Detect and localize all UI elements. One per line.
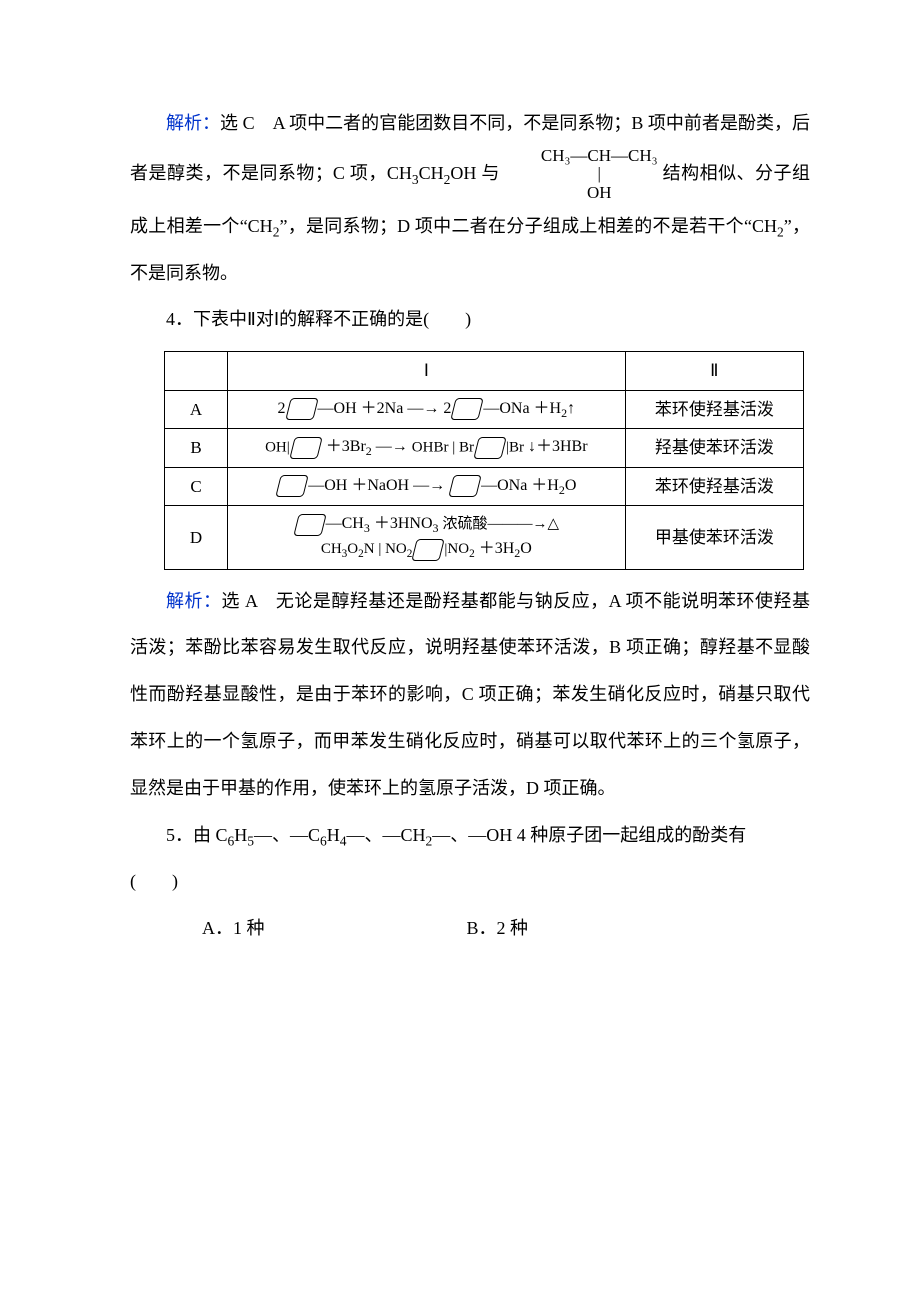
- q5-p6: —、—OH 4 种原子团一起组成的酚类有: [432, 825, 746, 845]
- explain-label: 解析：: [166, 113, 220, 133]
- q4-explanation: 解析：选 A 无论是醇羟基还是酚羟基都能与钠反应，A 项不能说明苯环使羟基活泼；…: [130, 578, 810, 812]
- th-col-2: Ⅱ: [625, 352, 803, 391]
- explanation-cell: 羟基使苯环活泼: [625, 429, 803, 468]
- q4-explain-body: 无论是醇羟基还是酚羟基都能与钠反应，A 项不能说明苯环使羟基活泼；苯酚比苯容易发…: [130, 591, 810, 798]
- row-label: B: [165, 429, 228, 468]
- formula-top: CH₃—CH—CH₃: [505, 147, 658, 166]
- row-label: C: [165, 467, 228, 506]
- answer-choice: 选 C: [220, 113, 273, 133]
- table-row: A 2—OH ＋2Na —→ 2—ONa ＋H2↑ 苯环使羟基活泼: [165, 390, 804, 429]
- row-label: A: [165, 390, 228, 429]
- q5-p5: —、—CH: [347, 825, 426, 845]
- q5-p3: —、—C: [254, 825, 320, 845]
- sub: 5: [247, 833, 254, 848]
- sub: 6: [320, 833, 327, 848]
- isopropanol-formula: CH₃—CH—CH₃ | OH: [505, 147, 658, 203]
- sub: 4: [340, 833, 347, 848]
- sub: 2: [777, 224, 784, 239]
- q5-stem: 5．由 C6H5—、—C6H4—、—CH2—、—OH 4 种原子团一起组成的酚类…: [130, 812, 810, 859]
- th-col-1: Ⅰ: [227, 352, 625, 391]
- equation-cell: —OH ＋NaOH —→ —ONa ＋H2O: [227, 467, 625, 506]
- table-row: C —OH ＋NaOH —→ —ONa ＋H2O 苯环使羟基活泼: [165, 467, 804, 506]
- equation-cell: —CH3 ＋3HNO3 浓硫酸———→△CH3O2N | NO2|NO2 ＋3H…: [227, 506, 625, 569]
- q3-text-3: ”，是同系物；D 项中二者在分子组成上相差的不是若干个“CH: [279, 216, 777, 236]
- q5-p2: H: [234, 825, 247, 845]
- q5-p1: 5．由 C: [166, 825, 228, 845]
- th-blank: [165, 352, 228, 391]
- explain-label: 解析：: [166, 591, 221, 611]
- q4-table: Ⅰ Ⅱ A 2—OH ＋2Na —→ 2—ONa ＋H2↑ 苯环使羟基活泼 B …: [164, 351, 804, 569]
- option-b: B．2 种: [431, 905, 691, 952]
- q5-paren: ( ): [130, 858, 810, 905]
- explanation-cell: 甲基使苯环活泼: [625, 506, 803, 569]
- answer-choice: 选 A: [221, 591, 275, 611]
- option-a: A．1 种: [166, 905, 426, 952]
- explanation-cell: 苯环使羟基活泼: [625, 390, 803, 429]
- row-label: D: [165, 506, 228, 569]
- q3-explanation: 解析：选 C A 项中二者的官能团数目不同，不是同系物；B 项中前者是酚类，后者…: [130, 100, 810, 296]
- table-row: D —CH3 ＋3HNO3 浓硫酸———→△CH3O2N | NO2|NO2 ＋…: [165, 506, 804, 569]
- formula-bot: OH: [505, 184, 658, 203]
- q4-stem: 4．下表中Ⅱ对Ⅰ的解释不正确的是( ): [130, 296, 810, 343]
- table-row: B OH| ＋3Br2 —→ OHBr | Br|Br ↓＋3HBr 羟基使苯环…: [165, 429, 804, 468]
- explanation-cell: 苯环使羟基活泼: [625, 467, 803, 506]
- q5-options: A．1 种 B．2 种: [130, 905, 810, 952]
- q3-text-mid2: OH 与: [450, 163, 499, 183]
- sub: 3: [412, 172, 419, 187]
- equation-cell: OH| ＋3Br2 —→ OHBr | Br|Br ↓＋3HBr: [227, 429, 625, 468]
- q5-p4: H: [327, 825, 340, 845]
- page-content: 解析：选 C A 项中二者的官能团数目不同，不是同系物；B 项中前者是酚类，后者…: [0, 0, 920, 1012]
- equation-cell: 2—OH ＋2Na —→ 2—ONa ＋H2↑: [227, 390, 625, 429]
- table-header-row: Ⅰ Ⅱ: [165, 352, 804, 391]
- q3-text-mid1: CH: [419, 163, 444, 183]
- formula-mid: |: [505, 165, 658, 184]
